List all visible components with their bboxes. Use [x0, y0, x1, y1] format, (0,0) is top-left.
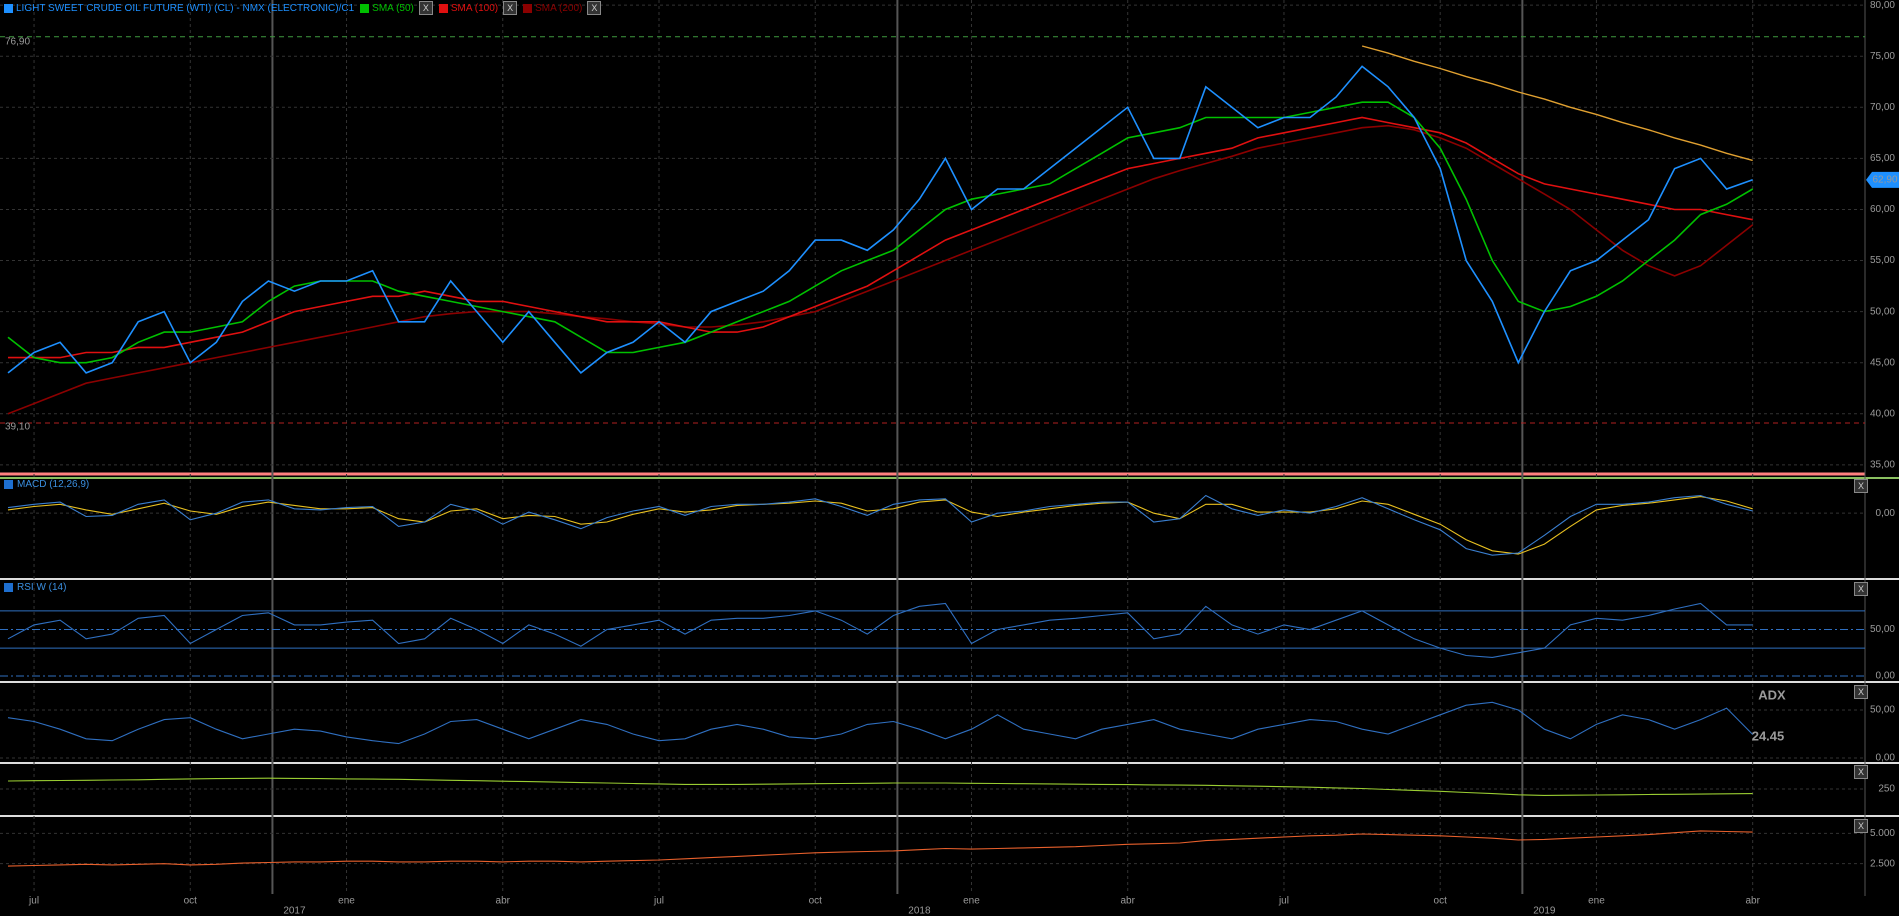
panel-color-box — [4, 583, 13, 592]
panel-title: RSI W (14) — [4, 582, 66, 593]
y-tick-label: 45,00 — [1870, 357, 1895, 368]
panel-color-box — [4, 480, 13, 489]
reference-label: 39,10 — [5, 422, 30, 433]
x-tick-label: ene — [338, 896, 355, 907]
x-tick-label: jul — [1278, 896, 1289, 907]
x-tick-label: jul — [653, 896, 664, 907]
trend-line — [1361, 45, 1753, 162]
y-tick-label: 50,00 — [1870, 705, 1895, 716]
x-tick-label: abr — [496, 896, 511, 907]
series-line — [7, 101, 1754, 364]
panel-title-text: MACD (12,26,9) — [17, 479, 90, 490]
legend-swatch — [4, 3, 13, 13]
y-tick-label: 60,00 — [1870, 204, 1895, 215]
y-tick-label: 40,00 — [1870, 408, 1895, 419]
y-tick-label: 0,00 — [1876, 671, 1896, 682]
close-button[interactable]: X — [1854, 582, 1868, 596]
close-button[interactable]: X — [1854, 479, 1868, 493]
y-tick-label: 65,00 — [1870, 153, 1895, 164]
y-tick-label: 50,00 — [1870, 306, 1895, 317]
last-price-tag — [1866, 171, 1899, 188]
panel-title: MACD (12,26,9) — [4, 479, 89, 490]
series-line — [7, 777, 1753, 796]
series-line — [8, 116, 1753, 359]
close-button[interactable]: X — [1854, 765, 1868, 779]
y-tick-label: 70,00 — [1870, 102, 1895, 113]
legend-item: SMA (100) X — [438, 1, 518, 15]
y-tick-label: 2.500 — [1870, 858, 1895, 869]
close-button[interactable]: X — [503, 1, 518, 15]
y-tick-label: 35,00 — [1870, 460, 1895, 471]
x-tick-label: abr — [1745, 896, 1760, 907]
y-tick-label: 250 — [1878, 784, 1895, 795]
panel-title-text: RSI W (14) — [17, 582, 67, 593]
legend-label: SMA (100) — [450, 2, 499, 14]
y-tick-label: 50,00 — [1870, 624, 1895, 635]
legend-item: SMA (200) X — [523, 1, 602, 15]
legend-item: LIGHT SWEET CRUDE OIL FUTURE (WTI) (CL) … — [4, 3, 354, 14]
close-button[interactable]: X — [418, 1, 433, 15]
legend: LIGHT SWEET CRUDE OIL FUTURE (WTI) (CL) … — [4, 1, 602, 15]
x-tick-label: ene — [1588, 896, 1605, 907]
legend-label: LIGHT SWEET CRUDE OIL FUTURE (WTI) (CL) … — [16, 2, 355, 14]
y-tick-label: 0,00 — [1876, 753, 1896, 764]
legend-swatch — [360, 3, 370, 13]
series-line — [7, 494, 1753, 556]
panel-title: ADX — [1758, 687, 1786, 702]
legend-label: SMA (50) — [372, 2, 414, 14]
series-line — [7, 830, 1753, 867]
series-line — [7, 701, 1754, 745]
x-tick-label: oct — [809, 896, 823, 907]
close-button[interactable]: X — [587, 1, 602, 15]
last-value-label: 24.45 — [1752, 728, 1785, 743]
close-button[interactable]: X — [1854, 685, 1868, 699]
x-tick-label: oct — [184, 896, 198, 907]
close-button[interactable]: X — [1854, 819, 1868, 833]
legend-item: SMA (50) X — [360, 1, 433, 15]
x-year-label: 2017 — [283, 906, 306, 916]
y-tick-label: 75,00 — [1870, 51, 1895, 62]
last-price-label: 62,90 — [1872, 174, 1897, 185]
x-year-label: 2019 — [1533, 906, 1556, 916]
reference-label: 76,90 — [5, 36, 30, 47]
x-tick-label: oct — [1434, 896, 1448, 907]
legend-swatch — [438, 3, 448, 13]
x-tick-label: ene — [963, 896, 980, 907]
x-tick-label: abr — [1120, 896, 1135, 907]
series-line — [7, 602, 1753, 658]
series-line — [7, 124, 1754, 415]
y-tick-label: 0,00 — [1876, 508, 1896, 519]
legend-swatch — [523, 3, 533, 13]
y-tick-label: 55,00 — [1870, 255, 1895, 266]
y-tick-label: 5.000 — [1870, 828, 1895, 839]
x-tick-label: jul — [28, 896, 39, 907]
y-tick-label: 80,00 — [1870, 0, 1895, 11]
legend-label: SMA (200) — [535, 2, 583, 14]
price-line — [7, 65, 1753, 375]
x-year-label: 2018 — [908, 906, 931, 916]
